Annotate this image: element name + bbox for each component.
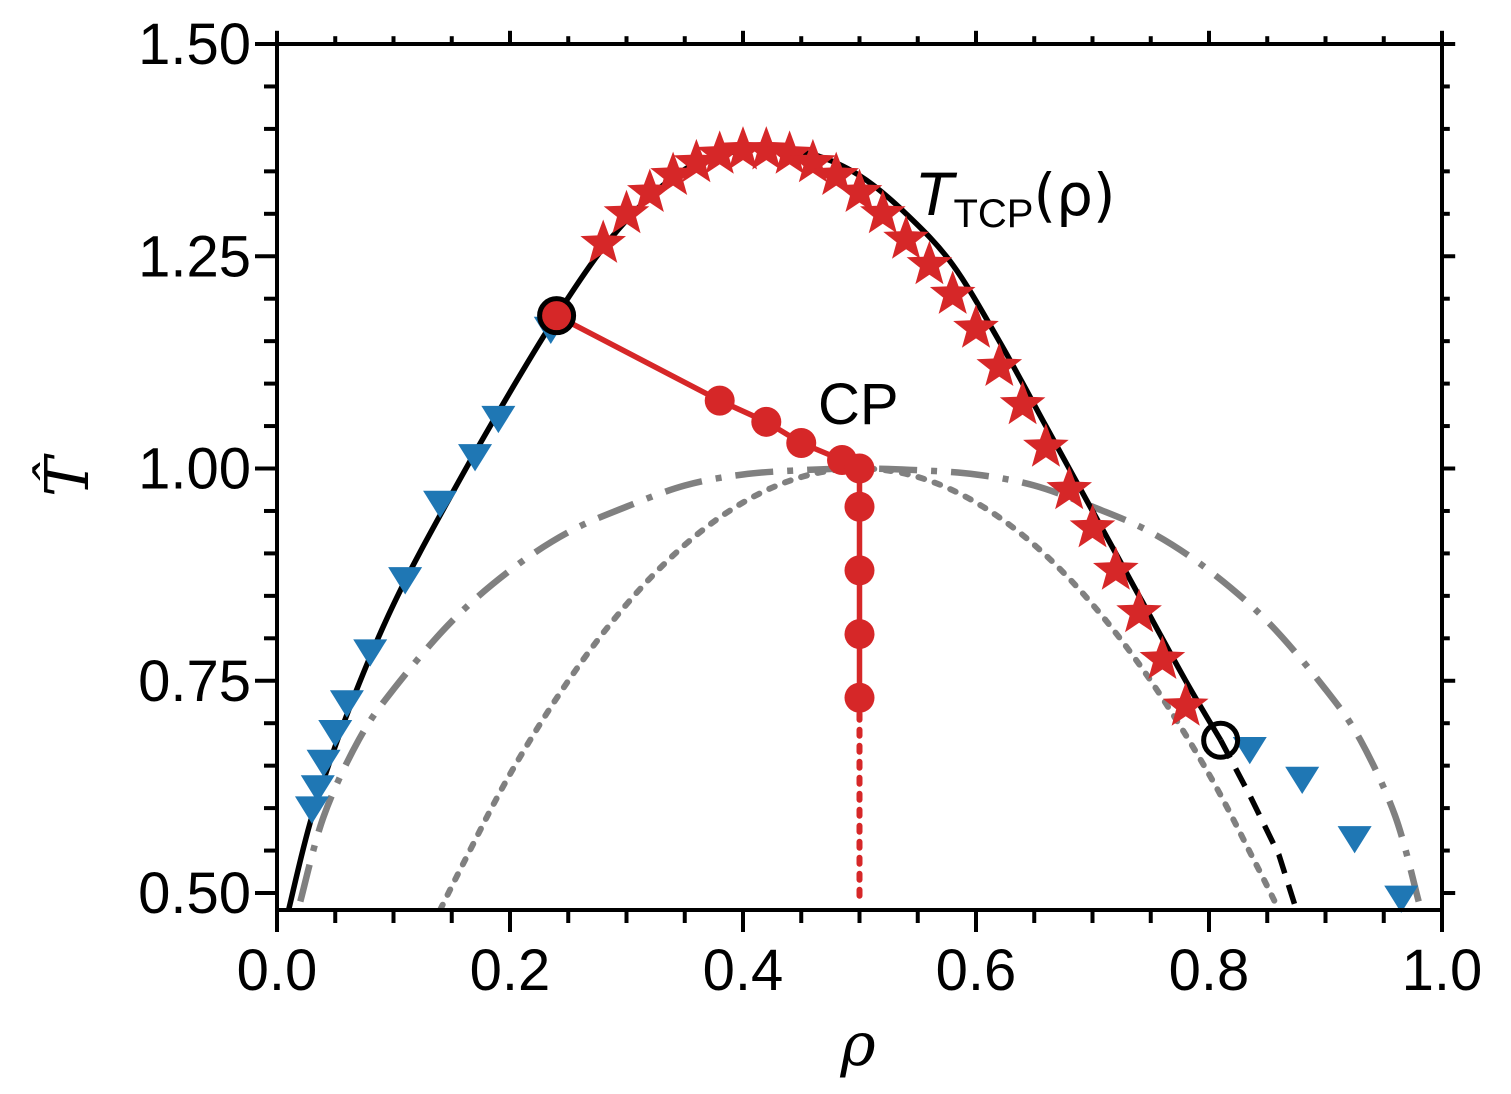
- intersection-circle-marker: [537, 296, 577, 336]
- marker-layer: [294, 126, 1419, 913]
- y-tick-label: 0.75: [138, 649, 251, 714]
- triangle-marker: [1384, 885, 1419, 913]
- axes-layer: 0.0 0.2 0.4 0.6 0.8 1.0 0.50 0.75 1.00 1.25 1.50: [138, 12, 1482, 1003]
- triangle-marker: [353, 639, 388, 667]
- tcp-star-marker: [696, 130, 743, 174]
- y-axis-title: T̂: [32, 453, 103, 497]
- ttcp-sub: TCP: [953, 192, 1033, 236]
- cp-circle-marker: [844, 491, 875, 522]
- tcp-star-marker: [1023, 423, 1069, 467]
- x-tick-label: 0.4: [703, 938, 784, 1003]
- x-tick-label: 0.2: [470, 938, 551, 1003]
- x-tick-label: 0.8: [1169, 938, 1250, 1003]
- triangle-marker: [388, 567, 423, 595]
- y-tick-label: 1.00: [138, 437, 251, 502]
- tcp-star-marker: [999, 380, 1046, 425]
- x-axis-title: ρ: [839, 1010, 875, 1080]
- tcp-star-marker: [883, 215, 929, 259]
- tcp-star-marker: [743, 126, 790, 170]
- labels-layer: TTCP(ρ) CP ρ T̂: [32, 161, 1115, 1080]
- ttcp-annotation: TTCP(ρ): [918, 161, 1116, 236]
- tcp-star-marker: [1093, 546, 1139, 590]
- series-layer: [285, 144, 1422, 910]
- ttcp-arg: (ρ): [1033, 161, 1115, 229]
- tcp-star-marker: [929, 270, 976, 314]
- y-tick-label: 1.50: [138, 12, 251, 77]
- cp-circle-marker: [704, 385, 735, 416]
- triangle-marker: [458, 444, 493, 472]
- triangle-marker: [1232, 736, 1267, 765]
- triangle-marker: [481, 405, 516, 434]
- cp-annotation: CP: [818, 372, 899, 437]
- tcp-star-marker: [673, 138, 720, 183]
- tcp-star-marker: [813, 151, 859, 195]
- cp-circle-marker: [541, 300, 572, 331]
- triangle-marker: [318, 720, 353, 748]
- x-tick-label: 0.6: [936, 938, 1017, 1003]
- cp-circle-marker: [844, 682, 875, 713]
- tcp-star-marker: [720, 126, 766, 170]
- triangle-marker: [294, 796, 329, 824]
- triangle-marker: [329, 690, 364, 718]
- tcp-star-marker: [860, 189, 906, 234]
- tcp-star-marker: [1139, 635, 1186, 679]
- tcp-star-marker: [953, 304, 999, 348]
- x-tick-label: 0.0: [237, 938, 318, 1003]
- tcp-star-marker: [1162, 682, 1209, 726]
- tcp-star-marker: [906, 240, 953, 285]
- cp-circle-marker: [786, 428, 817, 459]
- series-line-dashed-black: [1218, 738, 1300, 910]
- tcp-star-marker: [1069, 503, 1116, 548]
- intersection-circle-marker: [1201, 720, 1241, 760]
- y-tick-label: 1.25: [138, 224, 251, 289]
- triangle-marker: [1337, 826, 1372, 854]
- tcp-star-marker: [766, 130, 813, 174]
- triangle-marker: [306, 749, 341, 778]
- cp-circle-marker: [751, 406, 782, 437]
- tcp-star-marker: [650, 151, 696, 195]
- tcp-star-marker: [580, 219, 626, 263]
- tcp-star-marker: [836, 168, 883, 212]
- triangle-marker: [1285, 766, 1320, 795]
- triangle-marker: [300, 775, 335, 803]
- triangle-marker: [423, 490, 458, 519]
- ttcp-main: T: [918, 161, 958, 229]
- tcp-star-marker: [976, 342, 1023, 386]
- series-line-red-line-circles: [555, 313, 863, 698]
- tcp-star-marker: [627, 168, 673, 212]
- tcp-star-marker: [790, 138, 836, 183]
- cp-circle-marker: [844, 619, 875, 650]
- y-tick-label: 0.50: [138, 861, 251, 926]
- tcp-star-marker: [603, 189, 650, 234]
- tcp-star-marker: [1116, 588, 1162, 633]
- x-tick-label: 1.0: [1402, 938, 1483, 1003]
- cp-circle-marker: [844, 555, 875, 586]
- tcp-star-marker: [1046, 465, 1092, 510]
- cp-circle-marker: [844, 453, 875, 484]
